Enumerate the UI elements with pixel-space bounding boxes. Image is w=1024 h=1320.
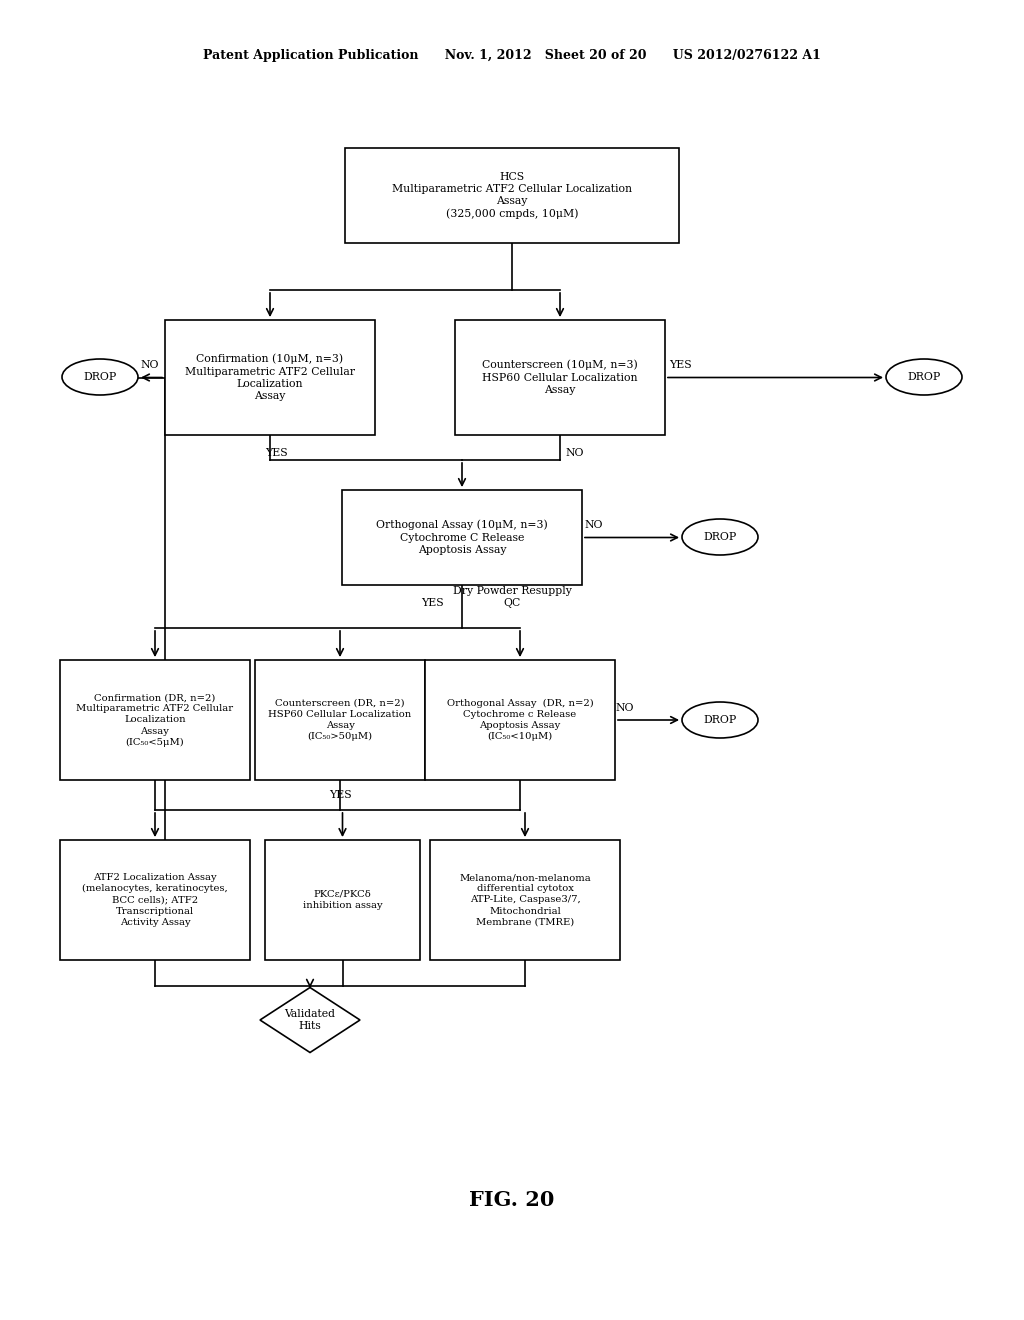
- FancyBboxPatch shape: [345, 148, 679, 243]
- FancyBboxPatch shape: [165, 319, 375, 436]
- Text: Confirmation (10μM, n=3)
Multiparametric ATF2 Cellular
Localization
Assay: Confirmation (10μM, n=3) Multiparametric…: [185, 354, 355, 401]
- FancyBboxPatch shape: [60, 840, 250, 960]
- Text: PKCε/PKCδ
inhibition assay: PKCε/PKCδ inhibition assay: [303, 890, 382, 909]
- FancyBboxPatch shape: [455, 319, 665, 436]
- Text: NO: NO: [140, 360, 160, 371]
- Ellipse shape: [62, 359, 138, 395]
- Text: Validated
Hits: Validated Hits: [285, 1010, 336, 1031]
- Text: Orthogonal Assay  (DR, n=2)
Cytochrome c Release
Apoptosis Assay
(IC₅₀<10μM): Orthogonal Assay (DR, n=2) Cytochrome c …: [446, 698, 593, 742]
- Text: YES: YES: [669, 360, 691, 371]
- FancyBboxPatch shape: [265, 840, 420, 960]
- Ellipse shape: [886, 359, 962, 395]
- Text: YES: YES: [265, 447, 288, 458]
- Text: Counterscreen (10μM, n=3)
HSP60 Cellular Localization
Assay: Counterscreen (10μM, n=3) HSP60 Cellular…: [482, 360, 638, 395]
- Text: DROP: DROP: [907, 372, 941, 381]
- FancyBboxPatch shape: [255, 660, 425, 780]
- Text: Confirmation (DR, n=2)
Multiparametric ATF2 Cellular
Localization
Assay
(IC₅₀<5μ: Confirmation (DR, n=2) Multiparametric A…: [77, 693, 233, 747]
- Text: NO: NO: [585, 520, 603, 531]
- Text: DROP: DROP: [83, 372, 117, 381]
- Text: ATF2 Localization Assay
(melanocytes, keratinocytes,
BCC cells); ATF2
Transcript: ATF2 Localization Assay (melanocytes, ke…: [82, 874, 228, 927]
- Text: Patent Application Publication      Nov. 1, 2012   Sheet 20 of 20      US 2012/0: Patent Application Publication Nov. 1, 2…: [203, 49, 821, 62]
- FancyBboxPatch shape: [342, 490, 582, 585]
- Text: YES: YES: [329, 789, 351, 800]
- Text: DROP: DROP: [703, 532, 736, 543]
- Text: HCS
Multiparametric ATF2 Cellular Localization
Assay
(325,000 cmpds, 10μM): HCS Multiparametric ATF2 Cellular Locali…: [392, 172, 632, 219]
- Text: Dry Powder Resupply
QC: Dry Powder Resupply QC: [453, 586, 571, 607]
- Text: NO: NO: [565, 447, 584, 458]
- Text: Melanoma/non-melanoma
differential cytotox
ATP-Lite, Caspase3/7,
Mitochondrial
M: Melanoma/non-melanoma differential cytot…: [459, 874, 591, 927]
- Text: Orthogonal Assay (10μM, n=3)
Cytochrome C Release
Apoptosis Assay: Orthogonal Assay (10μM, n=3) Cytochrome …: [376, 520, 548, 556]
- Text: Counterscreen (DR, n=2)
HSP60 Cellular Localization
Assay
(IC₅₀>50μM): Counterscreen (DR, n=2) HSP60 Cellular L…: [268, 698, 412, 742]
- Ellipse shape: [682, 702, 758, 738]
- FancyBboxPatch shape: [430, 840, 620, 960]
- Text: NO: NO: [615, 704, 634, 713]
- Text: FIG. 20: FIG. 20: [469, 1191, 555, 1210]
- Polygon shape: [260, 987, 360, 1052]
- Text: YES: YES: [421, 598, 443, 609]
- Ellipse shape: [682, 519, 758, 554]
- FancyBboxPatch shape: [60, 660, 250, 780]
- FancyBboxPatch shape: [425, 660, 615, 780]
- Text: DROP: DROP: [703, 715, 736, 725]
